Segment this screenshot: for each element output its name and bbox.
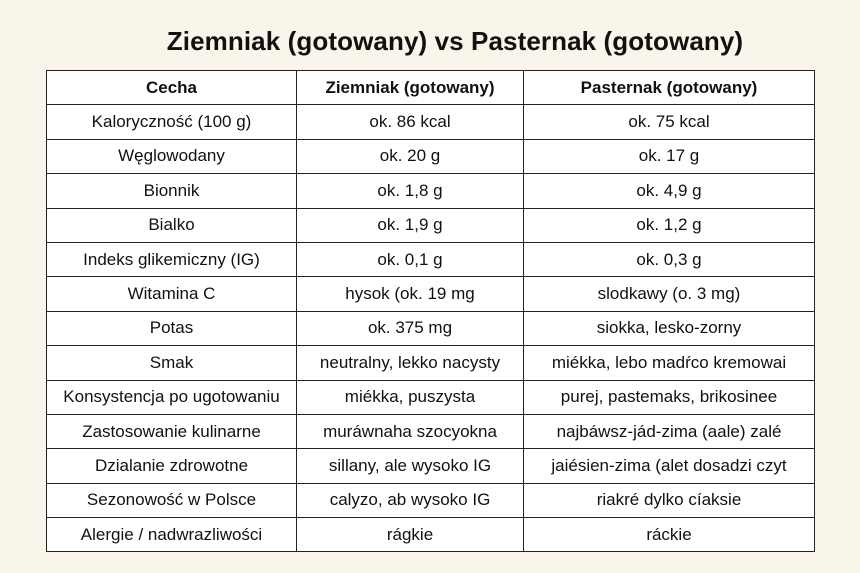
table-row: Zastosowanie kulinarne muráwnaha szocyok… [46,413,815,450]
cell-feature: Bionnik [46,173,297,209]
cell-parsnip: miékka, lebo madŕco kremowai [523,345,815,381]
table-row: Bionnik ok. 1,8 g ok. 4,9 g [46,173,815,209]
comparison-table: Cecha Ziemniak (gotowany) Pasternak (got… [46,69,815,553]
cell-potato: hysok (ok. 19 mg [296,276,524,312]
cell-feature: Witamina C [46,276,297,312]
cell-parsnip: najbáwsz-jád-zima (aale) zalé [523,413,815,450]
cell-parsnip: ok. 17 g [523,138,815,175]
table-row: Dzialanie zdrowotne sillany, ale wysoko … [46,448,815,484]
cell-feature: Bialko [46,207,297,243]
table-row: Potas ok. 375 mg siokka, lesko-zorny [46,310,815,347]
cell-feature: Indeks glikemiczny (IG) [46,241,297,278]
cell-potato: ok. 86 kcal [296,104,524,140]
cell-potato: ok. 1,8 g [296,173,524,209]
table-row: Konsystencja po ugotowaniu miékka, puszy… [46,379,815,415]
cell-feature: Kaloryczność (100 g) [46,104,297,140]
page-title: Ziemniak (gotowany) vs Pasternak (gotowa… [166,26,744,56]
cell-parsnip: slodkawy (o. 3 mg) [523,276,815,312]
table-row: Sezonowość w Polsce calyzo, ab wysoko IG… [46,482,815,519]
cell-parsnip: ok. 1,2 g [523,207,815,243]
cell-feature: Konsystencja po ugotowaniu [46,379,297,415]
cell-feature: Potas [46,310,297,347]
cell-potato: rágkie [296,517,524,553]
cell-parsnip: riakré dylko cíaksie [523,482,815,519]
table-header-row: Cecha Ziemniak (gotowany) Pasternak (got… [46,69,815,106]
cell-potato: neutralny, lekko nacysty [296,345,524,381]
cell-potato: ok. 0,1 g [296,241,524,278]
table-row: Bialko ok. 1,9 g ok. 1,2 g [46,207,815,243]
cell-feature: Smak [46,345,297,381]
cell-potato: miékka, puszysta [296,379,524,415]
header-feature: Cecha [46,69,297,106]
cell-potato: ok. 1,9 g [296,207,524,243]
header-parsnip: Pasternak (gotowany) [523,69,815,106]
cell-potato: ok. 375 mg [296,310,524,347]
cell-parsnip: siokka, lesko-zorny [523,310,815,347]
table-row: Alergie / nadwrazliwości rágkie ráckie [46,517,815,553]
table-row: Kaloryczność (100 g) ok. 86 kcal ok. 75 … [46,104,815,140]
table-row: Smak neutralny, lekko nacysty miékka, le… [46,345,815,381]
cell-parsnip: ok. 4,9 g [523,173,815,209]
cell-feature: Sezonowość w Polsce [46,482,297,519]
cell-parsnip: ok. 75 kcal [523,104,815,140]
table-row: Witamina C hysok (ok. 19 mg slodkawy (o.… [46,276,815,312]
table-row: Węglowodany ok. 20 g ok. 17 g [46,138,815,175]
table-row: Indeks glikemiczny (IG) ok. 0,1 g ok. 0,… [46,241,815,278]
cell-potato: calyzo, ab wysoko IG [296,482,524,519]
cell-potato: sillany, ale wysoko IG [296,448,524,484]
header-potato: Ziemniak (gotowany) [296,69,524,106]
cell-potato: muráwnaha szocyokna [296,413,524,450]
cell-feature: Węglowodany [46,138,297,175]
cell-parsnip: ok. 0,3 g [523,241,815,278]
cell-feature: Dzialanie zdrowotne [46,448,297,484]
cell-feature: Alergie / nadwrazliwości [46,517,297,553]
cell-feature: Zastosowanie kulinarne [46,413,297,450]
cell-potato: ok. 20 g [296,138,524,175]
cell-parsnip: purej, pastemaks, brikosinee [523,379,815,415]
cell-parsnip: jaiésien-zima (alet dosadzi czyt [523,448,815,484]
cell-parsnip: ráckie [523,517,815,553]
